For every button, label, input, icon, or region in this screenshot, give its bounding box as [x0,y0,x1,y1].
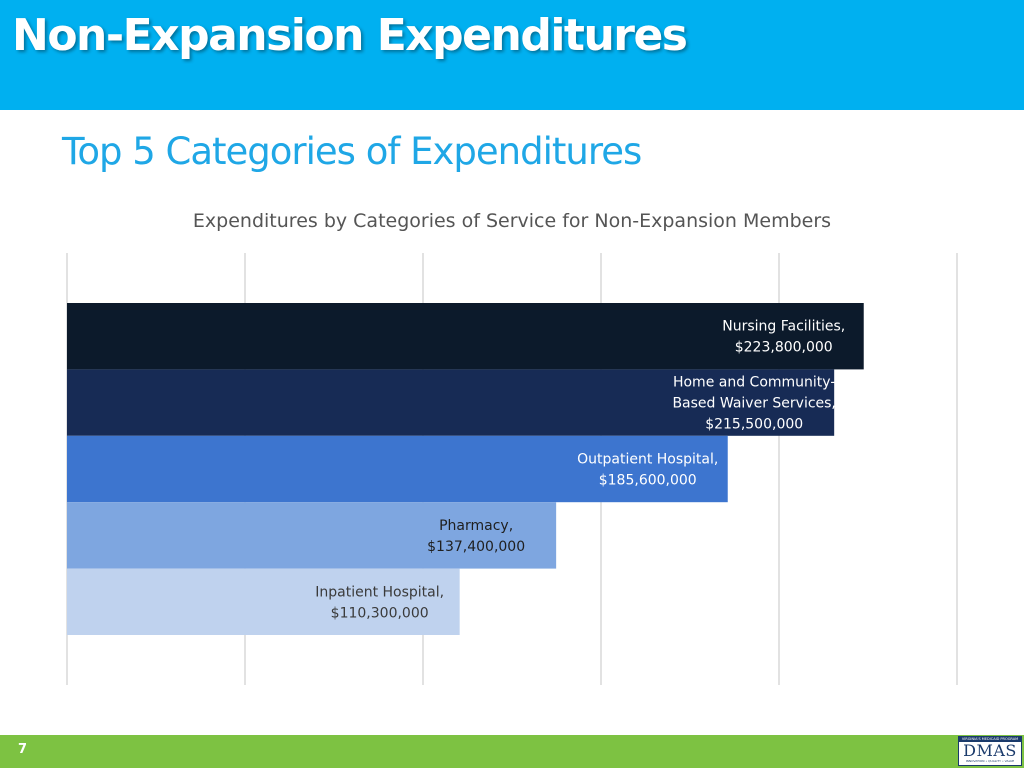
bar [67,568,460,635]
data-label: Nursing Facilities, $223,800,000 [722,319,845,356]
data-label-line: $110,300,000 [331,605,429,621]
footer-bar: 7 [0,735,1024,768]
bar [67,369,835,436]
data-label-line: $215,500,000 [705,417,803,433]
data-label-line: Home and Community- [673,375,835,391]
data-label-line: Based Waiver Services, [672,396,835,412]
data-label-line: $137,400,000 [427,539,525,555]
slide-subtitle: Top 5 Categories of Expenditures [62,130,642,173]
data-label-line: Inpatient Hospital, [315,584,444,600]
bar [67,502,557,569]
slide-title: Non-Expansion Expenditures [12,10,688,61]
title-bar: Non-Expansion Expenditures [0,0,1024,110]
data-label-line: Outpatient Hospital, [577,452,718,468]
logo-tagline: INNOVATION • QUALITY • VALUE [965,759,1015,763]
data-label: Outpatient Hospital, $185,600,000 [577,452,718,489]
logo-mark: DMAS [963,741,1017,760]
data-label: Inpatient Hospital, $110,300,000 [315,584,444,621]
data-labels: Nursing Facilities, $223,800,000 Home and … [315,319,845,622]
logo-top-text: VIRGINIA'S MEDICAID PROGRAM [959,737,1021,742]
data-label: Home and Community- Based Waiver Services… [672,375,835,433]
bars [67,303,864,635]
chart-title: Expenditures by Categories of Service fo… [193,210,831,232]
data-label-line: Nursing Facilities, [722,319,845,335]
data-label-line: $223,800,000 [735,340,833,356]
bar [67,303,864,370]
data-label: Pharmacy, $137,400,000 [427,518,525,555]
dmas-logo: VIRGINIA'S MEDICAID PROGRAM DMAS INNOVAT… [958,736,1022,766]
bar [67,435,728,503]
expenditures-bar-chart: Expenditures by Categories of Service fo… [66,210,958,685]
data-label-line: Pharmacy, [439,518,513,534]
data-label-line: $185,600,000 [599,473,697,489]
page-number: 7 [18,742,28,757]
